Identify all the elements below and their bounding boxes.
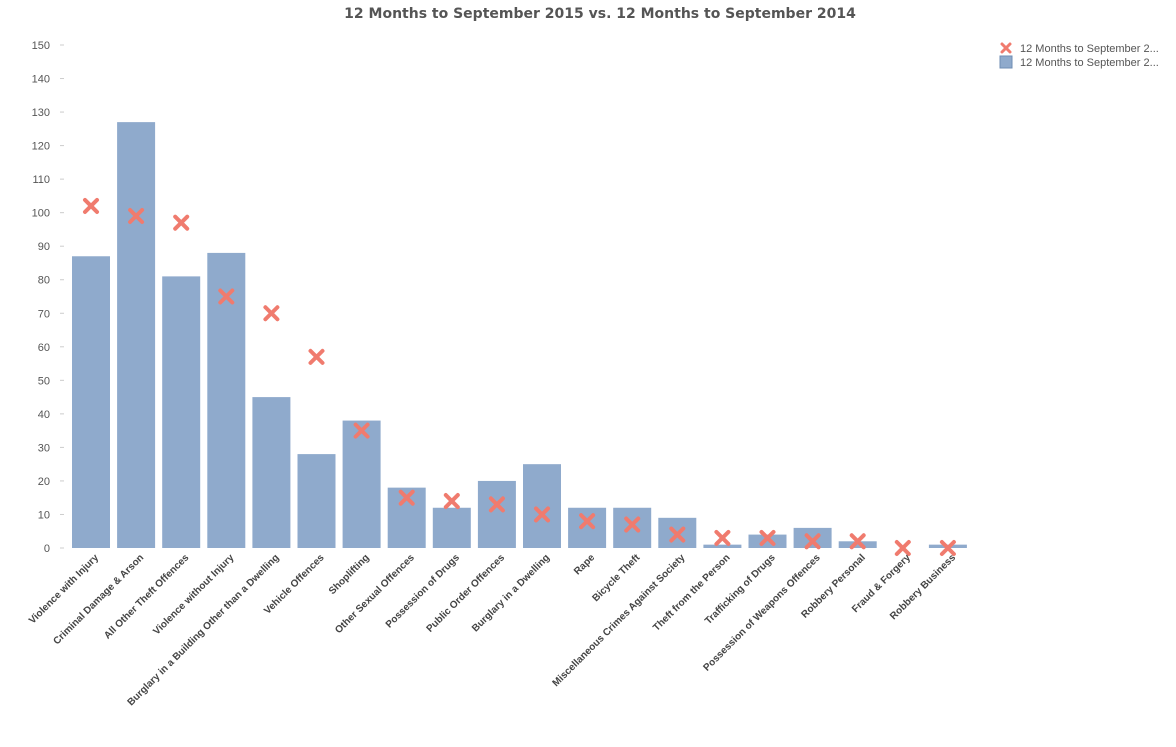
x-tick-label: All Other Theft Offences [102, 552, 191, 641]
x-marker [218, 288, 235, 305]
bar [297, 454, 336, 548]
y-tick-label: 110 [32, 174, 50, 186]
legend-marker-icon [1000, 42, 1012, 54]
x-tick-label: Criminal Damage & Arson [51, 552, 146, 647]
x-tick-label: Other Sexual Offences [333, 552, 417, 636]
x-marker [939, 540, 956, 556]
bar [72, 256, 110, 548]
y-tick-label: 50 [38, 375, 50, 387]
legend-label: 12 Months to September 2... [1020, 57, 1159, 69]
x-tick-label: Burglary in a Dwelling [470, 552, 552, 634]
y-tick-label: 130 [32, 107, 50, 119]
x-marker [128, 208, 145, 225]
x-marker [263, 305, 280, 322]
y-tick-label: 20 [38, 476, 50, 488]
x-marker [534, 506, 550, 523]
bar [117, 122, 156, 549]
x-marker [353, 422, 370, 439]
legend-bar-swatch [999, 55, 1013, 69]
bar [703, 544, 742, 548]
x-tick-label: Violence without Injury [151, 552, 236, 637]
x-marker [849, 533, 866, 550]
x-marker [173, 214, 190, 231]
bar [342, 420, 381, 548]
legend: 12 Months to September 2... 12 Months to … [999, 42, 1159, 69]
x-marker [669, 526, 686, 543]
marker-series [83, 197, 956, 556]
x-tick-label: Public Order Offences [425, 552, 508, 635]
y-tick-label: 90 [38, 241, 50, 253]
bar [252, 397, 291, 548]
x-marker [398, 489, 415, 506]
y-tick-label: 70 [38, 308, 50, 320]
legend-label: 12 Months to September 2... [1020, 43, 1159, 55]
bar [523, 464, 561, 548]
bar [432, 507, 471, 548]
y-tick-label: 30 [38, 442, 50, 454]
y-tick-label: 40 [38, 409, 50, 421]
bar-series [72, 122, 967, 549]
x-marker [308, 348, 325, 365]
x-tick-label: Burglary in a Building Other than a Dwel… [126, 552, 282, 708]
bar [748, 534, 787, 548]
bar [162, 276, 201, 548]
x-tick-label: Shoplifting [327, 552, 372, 597]
y-tick-label: 0 [44, 543, 50, 555]
x-marker [83, 197, 99, 214]
x-marker [714, 529, 731, 546]
x-marker [488, 496, 505, 513]
y-tick-label: 10 [38, 509, 50, 521]
x-marker [894, 540, 911, 556]
y-axis: 0 10 20 30 40 50 60 70 80 90 100 110 120 130 140 150 [32, 40, 64, 555]
x-marker [443, 493, 460, 510]
y-tick-label: 120 [32, 141, 50, 153]
y-tick-label: 80 [38, 275, 50, 287]
bar [207, 252, 246, 548]
bar [477, 480, 516, 548]
x-tick-label: Rape [572, 552, 597, 577]
bar [793, 527, 832, 548]
bar [838, 541, 877, 548]
y-tick-label: 60 [38, 342, 50, 354]
bar [613, 507, 652, 548]
y-tick-label: 140 [32, 74, 50, 86]
x-tick-label: Theft from the Person [651, 552, 732, 633]
x-tick-label: Possession of Drugs [384, 552, 462, 630]
x-marker [804, 533, 821, 550]
x-marker [759, 529, 776, 546]
chart-title: 12 Months to September 2015 vs. 12 Month… [344, 6, 856, 22]
y-tick-label: 100 [32, 208, 50, 220]
y-tick-label: 150 [32, 40, 50, 52]
x-marker [579, 513, 596, 530]
x-marker [624, 516, 641, 533]
bar [568, 507, 607, 548]
